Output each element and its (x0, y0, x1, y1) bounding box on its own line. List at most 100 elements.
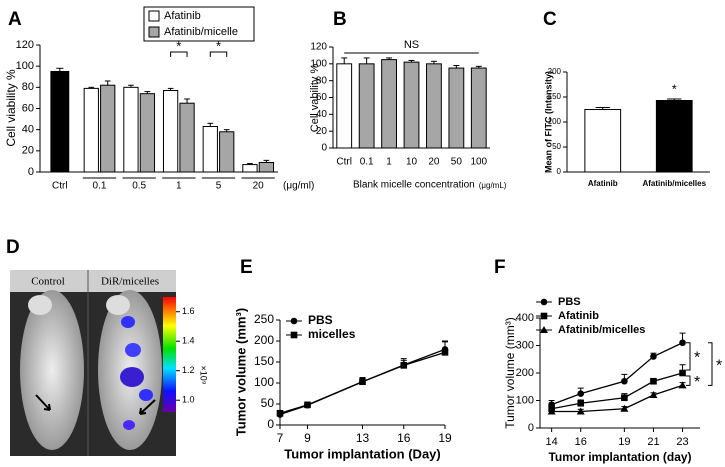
bar (123, 86, 139, 173)
ns-label: NS (404, 39, 419, 51)
bar (470, 67, 487, 149)
y-tick-label: 0 (528, 422, 534, 434)
x-tick-label: Afatinib (588, 179, 618, 188)
bar (584, 109, 622, 173)
legend-swatch (148, 26, 160, 38)
legend-label: Afatinib (558, 310, 599, 322)
bar (139, 93, 156, 173)
bar (358, 63, 375, 149)
x-tick-label: 20 (428, 157, 440, 168)
y-axis-label: Tumor volume (mm³) (233, 308, 248, 436)
significance-bracket (209, 51, 228, 57)
y-tick-label: 20 (22, 145, 34, 157)
x-tick-label: 9 (304, 431, 311, 445)
marker (679, 369, 686, 377)
bar (448, 67, 465, 149)
colorbar-tick-label: 1.2 (182, 365, 195, 375)
series-line (551, 372, 683, 410)
x-tick-label: 23 (676, 436, 688, 448)
legend-swatch (148, 10, 160, 22)
bar (242, 164, 258, 173)
marker (620, 404, 629, 412)
y-axis-label: Tumor volume (mm³) (503, 317, 517, 429)
legend-label: Afatinib (164, 10, 201, 22)
colorbar-tick-label: 1.4 (182, 336, 195, 346)
y-axis-label: Mean of FITC (Intensity) (543, 71, 553, 173)
x-tick-label: 0.5 (132, 181, 146, 192)
bar (50, 70, 70, 173)
y-tick-label: 150 (548, 92, 562, 101)
x-tick-label: 19 (618, 436, 630, 448)
series-line (551, 342, 683, 406)
x-tick-label: 20 (253, 181, 265, 192)
y-tick-label: 300 (516, 339, 534, 351)
x-axis-label: Tumor implantation (Day) (284, 446, 440, 461)
x-tick-label: 0.1 (93, 181, 107, 192)
significance-star: * (694, 350, 700, 367)
significance-star: * (176, 38, 181, 53)
significance-star: * (672, 81, 677, 96)
marker (359, 378, 366, 386)
x-tick-label: Ctrl (336, 157, 352, 168)
y-tick-label: 40 (22, 124, 34, 136)
legend-marker (540, 312, 548, 320)
x-tick-label: 10 (406, 157, 418, 168)
colorbar-unit: ×10⁹ (199, 365, 209, 384)
bar (381, 59, 397, 149)
marker (276, 409, 284, 417)
bar (162, 90, 179, 173)
marker (441, 349, 449, 356)
y-tick-label: 150 (254, 354, 274, 368)
image-label: DiR/micelles (101, 276, 159, 288)
x-tick-label: 19 (438, 431, 452, 445)
bar (336, 63, 353, 149)
panel-letter: C (543, 9, 557, 30)
y-tick-label: 120 (16, 39, 34, 51)
y-tick-label: 50 (552, 142, 561, 151)
y-tick-label: 80 (22, 81, 34, 93)
y-axis-label: Cell viability % (4, 69, 18, 147)
x-tick-label: 0.1 (360, 157, 374, 168)
x-tick-label: 14 (546, 436, 558, 448)
x-tick-label: Ctrl (52, 181, 68, 192)
bar (202, 125, 218, 173)
y-tick-label: 400 (516, 312, 534, 324)
y-tick-label: 40 (316, 109, 328, 120)
marker (621, 377, 628, 385)
significance-bracket (686, 342, 691, 371)
marker (679, 339, 686, 347)
x-tick-label: 100 (470, 157, 487, 168)
significance-bracket (708, 342, 713, 386)
significance-bracket (170, 51, 188, 57)
bar (258, 161, 275, 173)
legend-marker (290, 331, 298, 339)
y-tick-label: 80 (316, 75, 328, 86)
bar (426, 63, 442, 149)
y-tick-label: 100 (548, 117, 562, 126)
significance-bracket (686, 375, 691, 386)
x-tick-label: 21 (647, 436, 659, 448)
marker (400, 362, 408, 369)
y-tick-label: 0 (28, 166, 34, 178)
mouse-image (10, 270, 176, 456)
x-axis-label: Blank micelle concentration (353, 180, 475, 191)
x-tick-label: 7 (277, 431, 284, 445)
bar (100, 84, 116, 173)
panel-letter: F (494, 257, 506, 278)
image-label: Control (31, 276, 65, 288)
bar (179, 102, 195, 173)
marker (649, 391, 658, 398)
legend-marker (290, 317, 298, 325)
y-tick-label: 250 (254, 312, 274, 326)
x-tick-label: 1 (176, 181, 182, 192)
y-tick-label: 0 (321, 143, 327, 154)
legend-label: Afatinib/micelle (164, 26, 238, 38)
y-tick-label: 50 (261, 396, 275, 410)
x-tick-label: 5 (216, 181, 222, 192)
x-unit: (μg/mL) (479, 181, 507, 190)
marker (650, 353, 657, 360)
marker (547, 407, 556, 415)
x-tick-label: 50 (451, 157, 463, 168)
y-tick-label: 200 (548, 67, 562, 76)
